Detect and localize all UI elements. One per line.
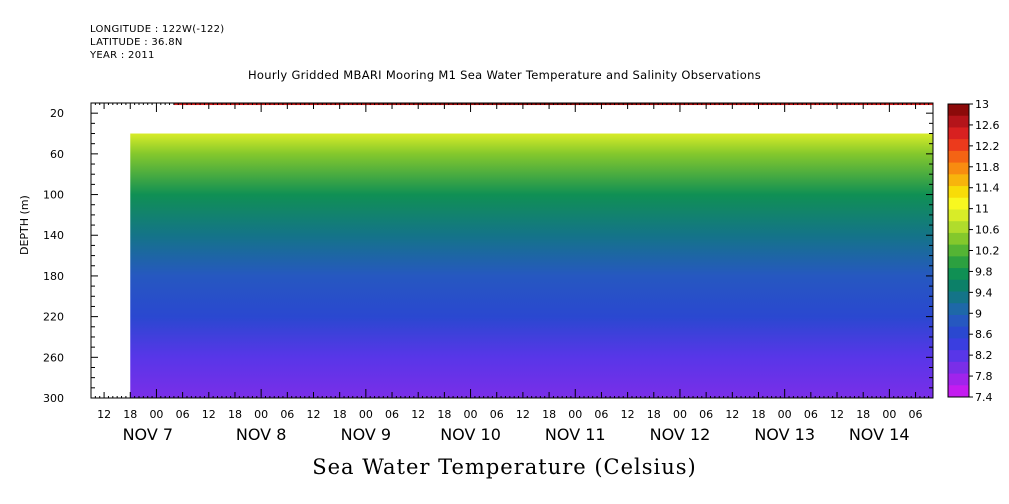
x-hour-label: 06 xyxy=(594,408,608,421)
colorbar-swatch xyxy=(948,150,969,164)
x-hour-label: 12 xyxy=(411,408,425,421)
x-hour-label: 00 xyxy=(882,408,896,421)
colorbar-swatch xyxy=(948,291,969,304)
colorbar-label: 10.6 xyxy=(975,224,1000,237)
x-hour-label: 06 xyxy=(280,408,294,421)
x-hour-label: 12 xyxy=(306,408,320,421)
x-hour-label: 00 xyxy=(673,408,687,421)
colorbar: 13 12.6 12.2 11.8 11.4 11 10.6 10.2 9.8 9.4 9 8.6 8.… xyxy=(947,98,1000,404)
x-hour-label: 18 xyxy=(856,408,870,421)
x-date-label: NOV 14 xyxy=(849,425,910,444)
colorbar-title: Sea Water Temperature (Celsius) xyxy=(312,455,697,479)
colorbar-swatch xyxy=(948,127,969,140)
y-tick-label: 140 xyxy=(43,229,64,242)
colorbar-swatch xyxy=(948,268,969,281)
colorbar-swatch xyxy=(948,314,969,328)
x-hour-label: 18 xyxy=(333,408,347,421)
colorbar-label: 10.2 xyxy=(975,245,1000,258)
colorbar-label: 13 xyxy=(975,98,989,111)
colorbar-label: 8.6 xyxy=(975,328,993,341)
x-hour-label: 18 xyxy=(437,408,451,421)
colorbar-swatch xyxy=(948,197,969,210)
x-hour-label: 18 xyxy=(542,408,556,421)
y-tick-label: 260 xyxy=(43,351,64,364)
colorbar-label: 12.2 xyxy=(975,140,1000,153)
x-hour-label: 00 xyxy=(149,408,163,421)
x-date-label: NOV 12 xyxy=(650,425,711,444)
year-label: YEAR : 2011 xyxy=(90,50,155,61)
x-date-label: NOV 7 xyxy=(123,425,174,444)
colorbar-swatch xyxy=(948,256,969,269)
colorbar-swatch xyxy=(948,244,969,257)
colorbar-swatch xyxy=(948,279,969,293)
x-hour-label: 00 xyxy=(359,408,373,421)
y-tick-label: 60 xyxy=(50,148,64,161)
x-hour-label: 12 xyxy=(97,408,111,421)
y-tick-label: 180 xyxy=(43,270,64,283)
colorbar-label: 9.4 xyxy=(975,286,993,299)
colorbar-label: 11 xyxy=(975,203,989,216)
axes: 20 60 100 140 180 220 260 300 12 18 00 06 12 18 00 06 12… xyxy=(43,102,934,444)
colorbar-label: 8.2 xyxy=(975,349,993,362)
chart-title: Hourly Gridded MBARI Mooring M1 Sea Wate… xyxy=(247,68,762,82)
x-date-label: NOV 9 xyxy=(341,425,392,444)
y-tick-label: 220 xyxy=(43,311,64,324)
colorbar-swatch xyxy=(948,361,969,375)
x-hour-label: 06 xyxy=(385,408,399,421)
colorbar-swatch xyxy=(948,232,969,246)
colorbar-swatch xyxy=(948,326,969,339)
colorbar-label: 7.8 xyxy=(975,370,993,383)
colorbar-swatch xyxy=(948,139,969,152)
x-date-label: NOV 11 xyxy=(545,425,606,444)
x-hour-label: 00 xyxy=(254,408,268,421)
colorbar-swatch xyxy=(948,350,969,363)
x-hour-label: 00 xyxy=(464,408,478,421)
y-tick-label: 20 xyxy=(50,107,64,120)
x-hour-label: 06 xyxy=(804,408,818,421)
x-hour-label: 12 xyxy=(621,408,635,421)
colorbar-label: 7.4 xyxy=(975,391,993,404)
x-date-label: NOV 10 xyxy=(440,425,501,444)
colorbar-swatch xyxy=(948,373,969,386)
plot-area xyxy=(90,102,934,399)
colorbar-swatch xyxy=(948,221,969,234)
x-hour-label: 12 xyxy=(202,408,216,421)
x-hour-label: 06 xyxy=(176,408,190,421)
colorbar-label: 11.4 xyxy=(975,182,1000,195)
plot-frame xyxy=(90,102,934,399)
colorbar-label: 11.8 xyxy=(975,161,1000,174)
x-hour-label: 12 xyxy=(516,408,530,421)
colorbar-swatch xyxy=(948,186,969,199)
x-hour-label: 12 xyxy=(830,408,844,421)
x-hour-label: 18 xyxy=(751,408,765,421)
longitude-label: LONGITUDE : 122W(-122) xyxy=(90,24,225,35)
x-hour-label: 18 xyxy=(123,408,137,421)
y-tick-label: 100 xyxy=(43,189,64,202)
x-hour-label: 18 xyxy=(647,408,661,421)
colorbar-label: 12.6 xyxy=(975,119,1000,132)
x-hour-label: 06 xyxy=(909,408,923,421)
colorbar-swatch xyxy=(948,209,969,222)
colorbar-swatch xyxy=(948,303,969,316)
x-date-label: NOV 13 xyxy=(754,425,815,444)
x-hour-label: 12 xyxy=(725,408,739,421)
colorbar-swatch xyxy=(948,385,969,398)
colorbar-swatch xyxy=(948,338,969,351)
colorbar-swatch xyxy=(948,104,969,117)
colorbar-swatch xyxy=(948,162,969,175)
x-hour-label: 06 xyxy=(699,408,713,421)
x-hour-label: 18 xyxy=(228,408,242,421)
x-hour-label: 00 xyxy=(568,408,582,421)
colorbar-label: 9.8 xyxy=(975,265,993,278)
temperature-field xyxy=(130,133,933,398)
x-date-label: NOV 8 xyxy=(236,425,287,444)
colorbar-label: 9 xyxy=(975,307,982,320)
x-hour-label: 06 xyxy=(490,408,504,421)
latitude-label: LATITUDE : 36.8N xyxy=(90,37,183,48)
y-tick-label: 300 xyxy=(43,392,64,405)
colorbar-swatch xyxy=(948,174,969,187)
colorbar-swatch xyxy=(948,115,969,128)
x-hour-label: 00 xyxy=(778,408,792,421)
